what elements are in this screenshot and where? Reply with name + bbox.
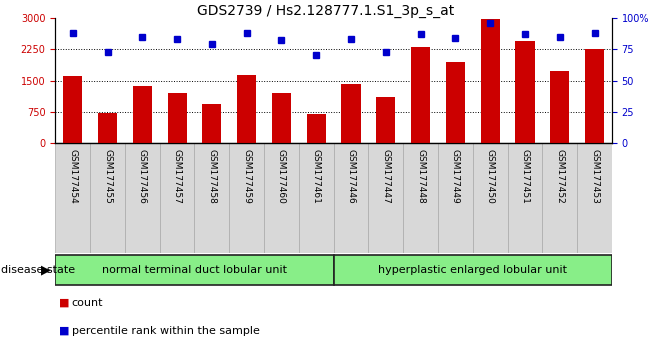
Bar (272, 93, 291, 143)
Bar (438, 143, 473, 253)
Bar (125, 143, 159, 253)
Bar (577, 143, 612, 253)
Text: GSM177449: GSM177449 (451, 149, 460, 204)
Bar (473, 143, 508, 253)
Bar (167, 93, 187, 143)
Bar (368, 143, 403, 253)
Bar (516, 41, 534, 143)
Text: percentile rank within the sample: percentile rank within the sample (72, 326, 260, 336)
Bar (542, 143, 577, 253)
Text: GSM177450: GSM177450 (486, 149, 495, 204)
Text: GSM177452: GSM177452 (555, 149, 564, 204)
Bar (342, 84, 361, 143)
Text: hyperplastic enlarged lobular unit: hyperplastic enlarged lobular unit (378, 265, 567, 275)
Bar (90, 143, 125, 253)
Text: ■: ■ (59, 326, 69, 336)
Bar (307, 114, 326, 143)
Bar (376, 97, 395, 143)
Bar (98, 113, 117, 143)
Bar (55, 143, 90, 253)
Text: GSM177446: GSM177446 (346, 149, 355, 204)
Text: count: count (72, 298, 103, 308)
Text: disease state: disease state (1, 265, 76, 275)
Text: GSM177447: GSM177447 (381, 149, 391, 204)
Text: GSM177457: GSM177457 (173, 149, 182, 204)
Bar (446, 62, 465, 143)
Text: GSM177453: GSM177453 (590, 149, 599, 204)
Bar (508, 143, 542, 253)
Bar (299, 143, 333, 253)
Bar (237, 75, 256, 143)
Bar (333, 255, 612, 285)
Text: GDS2739 / Hs2.128777.1.S1_3p_s_at: GDS2739 / Hs2.128777.1.S1_3p_s_at (197, 4, 454, 18)
Text: GSM177455: GSM177455 (103, 149, 112, 204)
Text: ▶: ▶ (41, 263, 51, 276)
Text: GSM177454: GSM177454 (68, 149, 77, 204)
Text: GSM177459: GSM177459 (242, 149, 251, 204)
Text: ■: ■ (59, 298, 69, 308)
Bar (229, 143, 264, 253)
Text: GSM177458: GSM177458 (208, 149, 216, 204)
Text: GSM177460: GSM177460 (277, 149, 286, 204)
Bar (264, 143, 299, 253)
Bar (55, 255, 333, 285)
Bar (585, 49, 604, 143)
Text: GSM177451: GSM177451 (520, 149, 529, 204)
Bar (403, 143, 438, 253)
Bar (63, 75, 82, 143)
Bar (411, 47, 430, 143)
Bar (202, 104, 221, 143)
Text: GSM177461: GSM177461 (312, 149, 321, 204)
Text: GSM177448: GSM177448 (416, 149, 425, 204)
Bar (133, 86, 152, 143)
Bar (333, 143, 368, 253)
Text: GSM177456: GSM177456 (138, 149, 147, 204)
Bar (480, 18, 500, 143)
Text: normal terminal duct lobular unit: normal terminal duct lobular unit (102, 265, 287, 275)
Bar (195, 143, 229, 253)
Bar (550, 71, 570, 143)
Bar (159, 143, 195, 253)
